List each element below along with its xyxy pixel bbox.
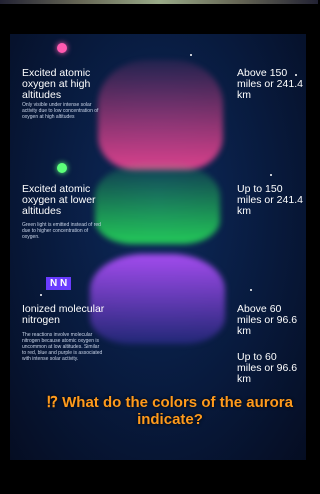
section-note: The reactions involve molecular nitrogen…	[22, 332, 104, 362]
infographic: Excited atomic oxygen at high altitudes …	[10, 34, 306, 460]
section-title: Excited atomic oxygen at high altitudes	[22, 68, 117, 101]
bullet-green	[57, 163, 67, 173]
altitude: Up to 150 miles or 241.4 km	[237, 184, 303, 217]
altitude: Above 60 miles or 96.6 km	[237, 304, 303, 337]
screen: Excited atomic oxygen at high altitudes …	[0, 0, 318, 494]
star	[190, 54, 192, 56]
star	[250, 289, 252, 291]
badge: N N	[46, 277, 71, 290]
video-strip	[0, 0, 318, 4]
bullet-red	[57, 43, 67, 53]
aurora-purple	[90, 254, 225, 344]
section-note: Only visible under intense solar activit…	[22, 102, 104, 120]
question-caption: ⁉ What do the colors of the aurora indic…	[40, 394, 300, 428]
section-title: Excited atomic oxygen at lower altitudes	[22, 184, 117, 217]
section-title: Ionized molecular nitrogen	[22, 304, 122, 326]
altitude: Up to 60 miles or 96.6 km	[237, 352, 303, 385]
star	[270, 174, 272, 176]
altitude: Above 150 miles or 241.4 km	[237, 68, 303, 101]
star	[40, 294, 42, 296]
section-note: Green light is emitted instead of red du…	[22, 222, 104, 240]
